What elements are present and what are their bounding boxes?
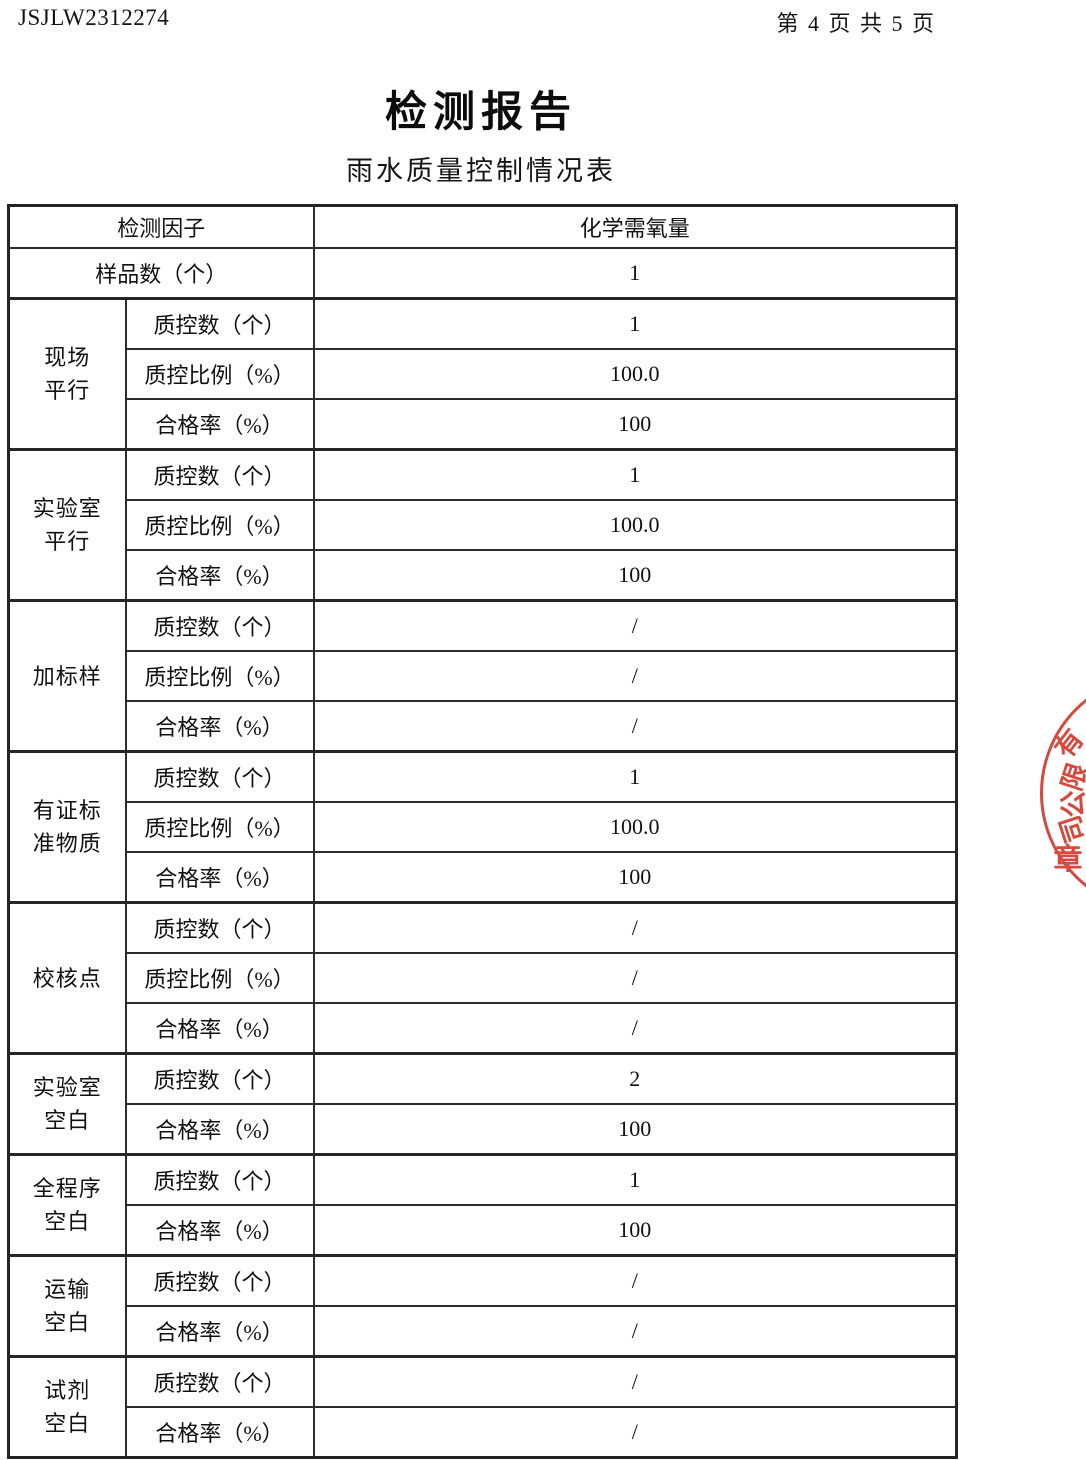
metric-value-cell: / (312, 650, 958, 702)
group-label-cell: 全程序 空白 (7, 1153, 127, 1257)
table-row: 合格率（%） / (9, 1406, 958, 1459)
metric-label-cell: 质控数（个） (124, 297, 315, 350)
metric-value-cell: / (312, 700, 958, 753)
metric-label-cell: 合格率（%） (124, 1406, 315, 1459)
table-row: 试剂 空白 质控数（个） / (7, 1355, 958, 1459)
table-row: 质控比例（%） 100.0 (9, 348, 958, 400)
metric-label-cell: 质控数（个） (124, 1254, 315, 1307)
metric-label-cell: 质控比例（%） (124, 801, 315, 853)
metric-value-cell: 1 (312, 448, 958, 501)
metric-value-cell: / (312, 1355, 958, 1408)
table-row: 合格率（%） / (9, 1002, 958, 1055)
group-label-cell: 有证标 准物质 (7, 750, 127, 904)
header-factor-label: 检测因子 (7, 204, 315, 249)
metric-label-cell: 质控数（个） (124, 448, 315, 501)
metric-label-cell: 合格率（%） (124, 1305, 315, 1358)
metric-label-cell: 合格率（%） (124, 549, 315, 602)
metric-label-cell: 质控数（个） (124, 750, 315, 803)
metric-label-cell: 质控比例（%） (124, 952, 315, 1004)
page-number: 第 4 页 共 5 页 (776, 11, 936, 36)
group-label-cell: 实验室 平行 (7, 448, 127, 602)
table-row: 加标样 质控数（个） / (7, 599, 958, 753)
table-row: 实验室 平行 质控数（个） 1 (7, 448, 958, 602)
report-number: JSJLW2312274 (18, 5, 170, 30)
header-factor-value: 化学需氧量 (312, 204, 958, 249)
metric-value-cell: 100 (312, 1103, 958, 1156)
table-row: 现场 平行 质控数（个） 1 (7, 297, 958, 451)
metric-label-cell: 质控比例（%） (124, 348, 315, 400)
metric-value-cell: 1 (312, 750, 958, 803)
table-row: 合格率（%） 100 (9, 1204, 958, 1257)
group-label-cell: 现场 平行 (7, 297, 127, 451)
company-seal-stamp: 有 限 公 司 章 (1040, 673, 1086, 913)
sample-count-label: 样品数（个） (7, 247, 315, 300)
qc-table: 检测因子 化学需氧量 样品数（个） 1 现场 平行 质控数（个） 1 质控比例（… (7, 204, 959, 1459)
metric-value-cell: 100.0 (312, 499, 958, 551)
metric-label-cell: 合格率（%） (124, 1103, 315, 1156)
metric-value-cell: / (312, 901, 958, 954)
metric-value-cell: / (312, 1406, 958, 1459)
table-row: 合格率（%） / (9, 1305, 958, 1358)
table-row: 实验室 空白 质控数（个） 2 (7, 1052, 958, 1156)
table-row: 有证标 准物质 质控数（个） 1 (7, 750, 958, 904)
table-row: 合格率（%） 100 (9, 398, 958, 451)
table-row: 合格率（%） / (9, 700, 958, 753)
metric-value-cell: 100.0 (312, 801, 958, 853)
metric-label-cell: 质控比例（%） (124, 499, 315, 551)
seal-center-character: 章 (1053, 844, 1083, 876)
metric-value-cell: 2 (312, 1052, 958, 1105)
group-label-cell: 加标样 (7, 599, 127, 753)
group-label-cell: 校核点 (7, 901, 127, 1055)
metric-label-cell: 合格率（%） (124, 398, 315, 451)
table-row: 全程序 空白 质控数（个） 1 (7, 1153, 958, 1257)
metric-value-cell: / (312, 1305, 958, 1358)
metric-value-cell: / (312, 1002, 958, 1055)
metric-label-cell: 合格率（%） (124, 700, 315, 753)
table-row: 检测因子 化学需氧量 (7, 204, 958, 249)
metric-value-cell: 1 (312, 1153, 958, 1206)
metric-value-cell: 100 (312, 398, 958, 451)
group-label-cell: 试剂 空白 (7, 1355, 127, 1459)
metric-value-cell: / (312, 1254, 958, 1307)
table-row: 质控比例（%） / (9, 952, 958, 1004)
metric-value-cell: / (312, 952, 958, 1004)
metric-label-cell: 质控数（个） (124, 599, 315, 652)
table-row: 合格率（%） 100 (9, 549, 958, 602)
table-row: 质控比例（%） / (9, 650, 958, 702)
metric-value-cell: 100 (312, 549, 958, 602)
table-row: 质控比例（%） 100.0 (9, 499, 958, 551)
metric-label-cell: 合格率（%） (124, 1204, 315, 1257)
metric-label-cell: 质控数（个） (124, 901, 315, 954)
metric-value-cell: 100 (312, 1204, 958, 1257)
metric-value-cell: 100.0 (312, 348, 958, 400)
metric-value-cell: 1 (312, 297, 958, 350)
metric-label-cell: 质控数（个） (124, 1153, 315, 1206)
table-row: 合格率（%） 100 (9, 1103, 958, 1156)
metric-label-cell: 合格率（%） (124, 851, 315, 904)
metric-label-cell: 质控数（个） (124, 1355, 315, 1408)
table-row: 运输 空白 质控数（个） / (7, 1254, 958, 1358)
table-row: 质控比例（%） 100.0 (9, 801, 958, 853)
metric-label-cell: 质控比例（%） (124, 650, 315, 702)
group-label-cell: 运输 空白 (7, 1254, 127, 1358)
metric-label-cell: 合格率（%） (124, 1002, 315, 1055)
page-title: 检测报告 (384, 88, 577, 135)
sample-count-value: 1 (312, 247, 958, 300)
table-row: 合格率（%） 100 (9, 851, 958, 904)
metric-value-cell: 100 (312, 851, 958, 904)
seal-arc-character: 有 (1048, 723, 1086, 764)
table-row: 样品数（个） 1 (7, 247, 958, 300)
table-row: 校核点 质控数（个） / (7, 901, 958, 1055)
metric-value-cell: / (312, 599, 958, 652)
group-label-cell: 实验室 空白 (7, 1052, 127, 1156)
metric-label-cell: 质控数（个） (124, 1052, 315, 1105)
table-subtitle: 雨水质量控制情况表 (346, 156, 616, 186)
